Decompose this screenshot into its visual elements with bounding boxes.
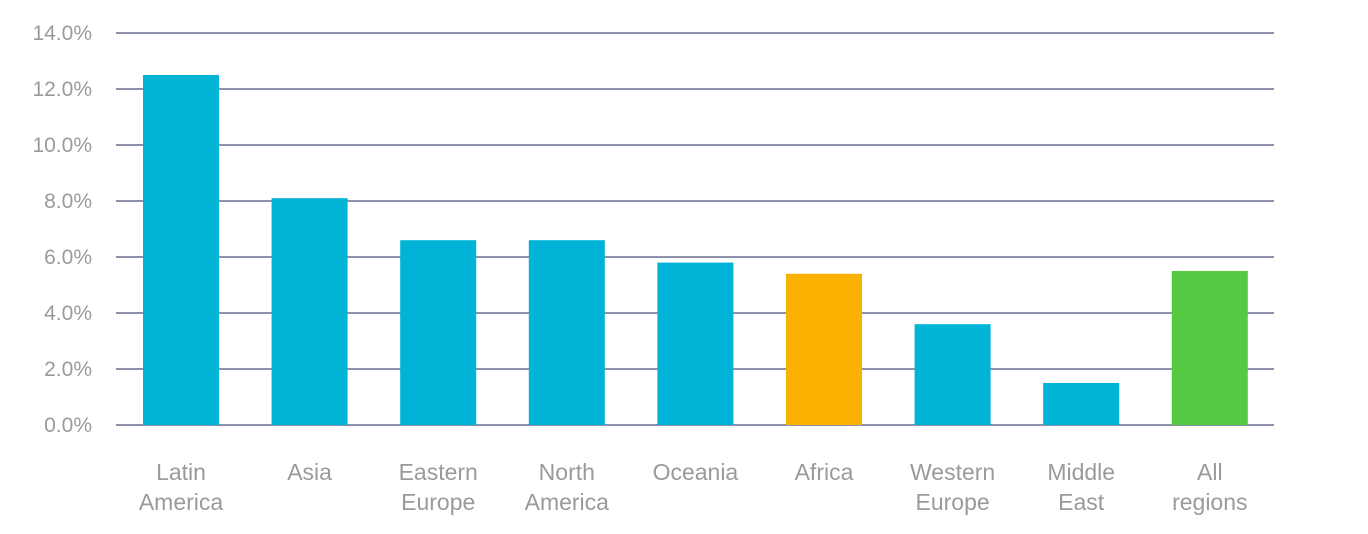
bar <box>528 240 605 425</box>
y-tick-label: 2.0% <box>44 358 92 381</box>
y-axis-tick-labels: 0.0% 2.0% 4.0% 6.0% 8.0% 10.0% 12.0% 14.0% <box>32 22 92 437</box>
x-category-label-line: Europe <box>916 489 990 515</box>
x-category-label: Middle East <box>1047 459 1115 515</box>
y-tick-label: 8.0% <box>44 190 92 213</box>
x-category-label: Africa <box>795 459 854 485</box>
bars <box>143 75 1248 425</box>
bar <box>143 75 219 425</box>
x-category-label: Western Europe <box>910 459 995 515</box>
y-tick-label: 12.0% <box>32 78 92 101</box>
bar <box>271 198 348 425</box>
y-tick-label: 10.0% <box>32 134 92 157</box>
x-category-label-line: America <box>525 489 610 515</box>
x-category-label-line: Eastern <box>399 459 478 485</box>
y-tick-label: 6.0% <box>44 246 92 269</box>
y-tick-label: 0.0% <box>44 414 92 437</box>
bar <box>1171 271 1248 425</box>
x-category-label-line: America <box>139 489 224 515</box>
x-category-label-line: Western <box>910 459 995 485</box>
bar <box>914 324 991 425</box>
x-category-label-line: Middle <box>1047 459 1115 485</box>
bar <box>786 273 862 425</box>
y-tick-label: 4.0% <box>44 302 92 325</box>
x-category-label-line: All <box>1197 459 1223 485</box>
x-category-label: Latin America <box>139 459 224 515</box>
x-category-label-line: East <box>1058 489 1105 515</box>
x-category-label: All regions <box>1172 459 1247 515</box>
x-axis-category-labels: Latin America Asia Eastern Europe North Americ… <box>139 459 1248 515</box>
x-category-label-line: Europe <box>401 489 475 515</box>
x-category-label: North America <box>525 459 610 515</box>
x-category-label: Oceania <box>653 459 739 485</box>
y-tick-label: 14.0% <box>32 22 92 45</box>
x-category-label-line: regions <box>1172 489 1247 515</box>
bar <box>1043 383 1120 425</box>
x-category-label-line: Asia <box>287 459 332 485</box>
x-category-label: Eastern Europe <box>399 459 478 515</box>
bar <box>400 240 477 425</box>
x-category-label-line: Latin <box>156 459 206 485</box>
x-category-label: Asia <box>287 459 332 485</box>
x-category-label-line: Africa <box>795 459 854 485</box>
x-category-label-line: Oceania <box>653 459 739 485</box>
bar <box>657 262 734 425</box>
x-category-label-line: North <box>539 459 595 485</box>
